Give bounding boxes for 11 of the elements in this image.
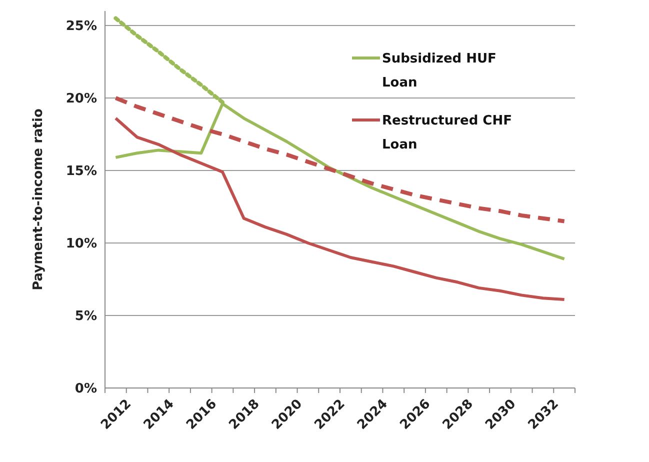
y-tick-label: 10% xyxy=(66,236,97,252)
y-axis-title: Payment-to-income ratio xyxy=(31,108,46,290)
y-tick-label: 20% xyxy=(66,92,97,107)
legend-label: Subsidized HUF Loan xyxy=(382,52,496,91)
line-series xyxy=(114,96,566,224)
line-series xyxy=(114,116,566,302)
y-tick-label: 0% xyxy=(74,382,97,397)
y-tick-label: 5% xyxy=(74,309,97,324)
y-tick-label: 25% xyxy=(66,19,97,34)
y-tick-label: 15% xyxy=(66,164,97,180)
legend-label: Restructured CHF Loan xyxy=(382,114,512,153)
